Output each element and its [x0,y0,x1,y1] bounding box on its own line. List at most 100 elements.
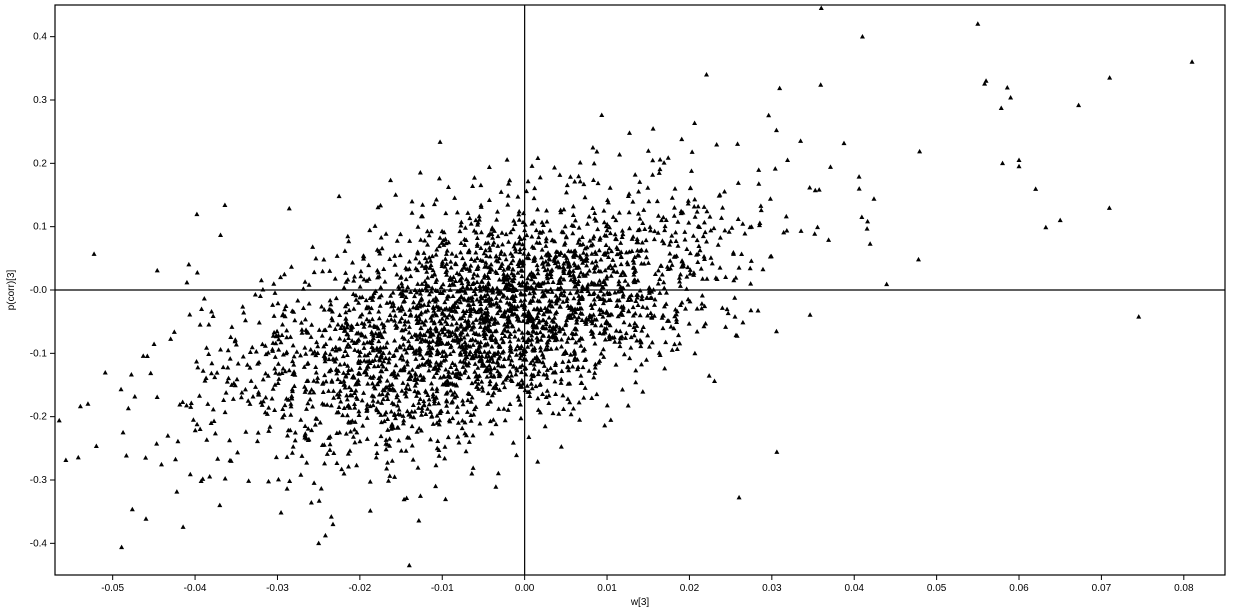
data-point [457,229,462,234]
data-point [496,471,501,476]
data-point [384,437,389,442]
data-point [1033,186,1038,191]
data-point [704,72,709,77]
data-point [626,282,631,287]
data-point [260,342,265,347]
data-point [222,203,227,208]
data-point [673,230,678,235]
data-point [342,285,347,290]
data-point [812,231,817,236]
data-point [418,493,423,498]
data-point [841,141,846,146]
data-point [578,160,583,165]
data-point [471,465,476,470]
chart-svg: -0.05-0.04-0.03-0.02-0.010.000.010.020.0… [0,0,1240,613]
y-tick-label: 0.1 [33,222,47,233]
data-point [666,155,671,160]
data-point [707,214,712,219]
data-point [410,367,415,372]
data-point [646,260,651,265]
data-point [559,368,564,373]
data-point [599,351,604,356]
data-point [543,424,548,429]
data-point [667,251,672,256]
data-point [338,362,343,367]
data-point [514,453,519,458]
data-point [323,350,328,355]
data-point [552,165,557,170]
scatter-chart: -0.05-0.04-0.03-0.02-0.010.000.010.020.0… [0,0,1240,613]
data-point [400,380,405,385]
data-point [473,286,478,291]
data-point [299,327,304,332]
data-point [172,329,177,334]
data-point [538,175,543,180]
data-point [463,261,468,266]
data-point [215,456,220,461]
data-point [538,330,543,335]
data-point [385,318,390,323]
data-point [559,275,564,280]
data-point [592,341,597,346]
data-point [506,239,511,244]
data-point [266,428,271,433]
data-point [319,304,324,309]
data-point [387,256,392,261]
data-point [472,369,477,374]
data-point [625,260,630,265]
data-point [94,444,99,449]
data-point [199,306,204,311]
data-point [449,251,454,256]
data-point [399,448,404,453]
data-point [629,293,634,298]
data-point [535,271,540,276]
data-point [756,167,761,172]
data-point [429,229,434,234]
data-point [729,225,734,230]
data-point [288,401,293,406]
data-point [415,249,420,254]
data-point [425,242,430,247]
data-point [871,196,876,201]
data-point [312,270,317,275]
data-point [466,360,471,365]
y-tick-label: -0.0 [30,285,48,296]
data-point [287,478,292,483]
data-point [544,219,549,224]
data-point [627,210,632,215]
data-point [698,248,703,253]
data-point [620,387,625,392]
data-point [287,368,292,373]
data-point [496,349,501,354]
data-point [298,472,303,477]
data-point [335,322,340,327]
data-point [309,322,314,327]
data-point [700,276,705,281]
data-point [644,305,649,310]
data-point [718,265,723,270]
data-point [487,165,492,170]
data-point [407,324,412,329]
data-point [381,266,386,271]
data-point [469,471,474,476]
data-point [463,225,468,230]
data-point [443,211,448,216]
data-point [148,371,153,376]
data-point [292,384,297,389]
data-point [518,298,523,303]
data-point [321,389,326,394]
data-point [213,431,218,436]
data-point [544,208,549,213]
data-point [229,324,234,329]
data-point [374,353,379,358]
x-tick-label: -0.04 [184,583,207,594]
data-point [299,453,304,458]
data-point [388,313,393,318]
data-point [711,226,716,231]
data-point [266,405,271,410]
data-point [276,381,281,386]
data-point [559,344,564,349]
data-point [679,137,684,142]
data-point [345,353,350,358]
data-point [699,266,704,271]
